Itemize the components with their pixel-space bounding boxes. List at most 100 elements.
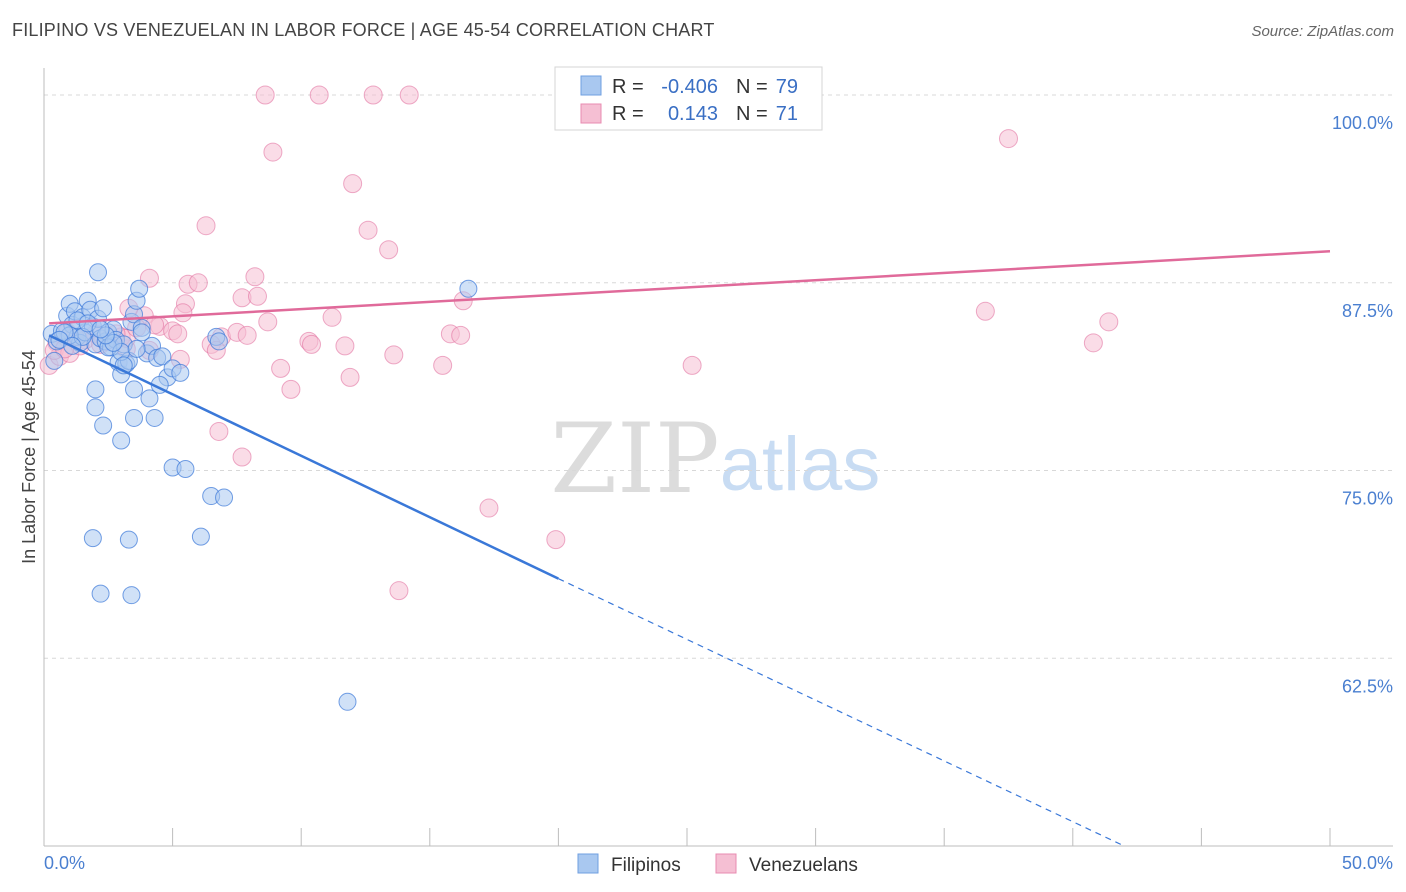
- venezuelan-point-31: [237, 325, 257, 345]
- filipino-point-78: [91, 320, 110, 339]
- venezuelan-point-54: [271, 358, 291, 378]
- legend-r-label-filipinos: R =: [612, 76, 644, 98]
- venezuelan-point-1: [309, 85, 329, 105]
- venezuelan-point-63: [389, 581, 409, 601]
- venezuelan-point-8: [196, 216, 216, 236]
- bottom-legend-label-filipinos: Filipinos: [611, 855, 681, 876]
- bottom-legend-label-venezuelans: Venezuelans: [749, 855, 858, 876]
- filipino-point-44: [112, 431, 131, 450]
- bottom-legend-swatch-venezuelans: [715, 853, 737, 874]
- venezuelan-point-24: [322, 307, 342, 327]
- x-tick-label-min: 0.0%: [44, 853, 85, 873]
- filipino-point-70: [132, 323, 151, 342]
- chart-title: FILIPINO VS VENEZUELAN IN LABOR FORCE | …: [12, 20, 715, 40]
- filipino-point-59: [459, 279, 478, 298]
- filipino-point-57: [122, 586, 141, 605]
- filipino-point-54: [83, 529, 102, 548]
- venezuelan-point-15: [247, 286, 267, 306]
- filipino-point-36: [153, 347, 172, 366]
- filipino-point-50: [176, 460, 195, 479]
- venezuelan-point-58: [682, 355, 702, 375]
- y-axis-title: In Labor Force | Age 45-54: [19, 350, 39, 564]
- trend-lines: [48, 249, 1331, 847]
- venezuelan-point-5: [999, 129, 1018, 149]
- venezuelan-point-60: [232, 447, 252, 467]
- y-tick-label-1: 75.0%: [1342, 489, 1393, 509]
- filipino-point-40: [89, 263, 108, 282]
- venezuelan-point-12: [188, 273, 208, 293]
- venezuelan-point-62: [546, 530, 566, 550]
- venezuelan-trend-line: [49, 249, 1331, 325]
- venezuelan-point-7: [358, 220, 378, 240]
- venezuelan-point-36: [451, 325, 471, 345]
- filipino-trend-line: [48, 334, 559, 580]
- legend-n-value-venezuelans: 71: [776, 103, 798, 125]
- filipino-point-41: [86, 398, 105, 417]
- venezuelan-point-23: [258, 312, 278, 332]
- venezuelan-point-33: [301, 334, 321, 354]
- filipino-point-58: [338, 692, 357, 711]
- venezuelan-point-4: [263, 142, 283, 162]
- filipino-point-42: [94, 416, 113, 435]
- venezuelan-point-61: [479, 498, 499, 518]
- filipino-point-61: [209, 332, 228, 351]
- venezuelan-point-6: [343, 174, 363, 194]
- venezuelan-point-3: [399, 85, 419, 105]
- venezuelan-point-37: [1083, 333, 1103, 353]
- axes: [43, 68, 1393, 847]
- filipino-point-47: [145, 408, 164, 427]
- y-tick-label-3: 100.0%: [1332, 113, 1393, 133]
- series-legend: Filipinos Venezuelans: [577, 853, 858, 876]
- legend-r-value-filipinos: -0.406: [661, 76, 718, 98]
- venezuelan-point-2: [363, 85, 383, 105]
- y-tick-label-0: 62.5%: [1342, 676, 1393, 696]
- series-venezuelans: [39, 85, 1119, 601]
- x-tick-label-max: 50.0%: [1342, 853, 1393, 873]
- filipino-point-48: [125, 380, 144, 399]
- filipino-point-62: [45, 351, 64, 370]
- filipino-point-45: [125, 408, 144, 427]
- filipino-point-52: [215, 488, 234, 507]
- watermark-atlas: atlas: [720, 422, 881, 507]
- chart-source: Source: ZipAtlas.com: [1251, 23, 1394, 40]
- venezuelan-point-18: [975, 301, 995, 321]
- venezuelan-point-19: [1099, 312, 1119, 332]
- legend-r-label-venezuelans: R =: [612, 103, 644, 125]
- watermark-zip: ZIP: [550, 403, 719, 515]
- y-tick-label-2: 87.5%: [1342, 301, 1393, 321]
- filipino-trend-extension: [558, 578, 1125, 847]
- legend-swatch-venezuelans: [580, 103, 602, 124]
- venezuelan-point-59: [209, 421, 229, 441]
- venezuelan-point-38: [384, 345, 404, 365]
- filipino-point-76: [127, 339, 146, 358]
- venezuelan-point-0: [255, 85, 275, 105]
- x-tick-marks: [43, 828, 1331, 846]
- filipino-point-56: [91, 584, 110, 603]
- filipino-point-53: [191, 527, 210, 546]
- y-tick-labels: 62.5% 75.0% 87.5% 100.0%: [1332, 113, 1393, 696]
- venezuelan-point-57: [433, 355, 453, 375]
- filipino-point-55: [119, 530, 138, 549]
- venezuelan-point-13: [245, 267, 265, 287]
- legend-n-value-filipinos: 79: [776, 76, 798, 98]
- venezuelan-point-27: [168, 324, 188, 344]
- series-filipinos: [42, 263, 478, 711]
- venezuelan-point-55: [340, 367, 360, 387]
- filipino-point-43: [86, 380, 105, 399]
- gridlines: [44, 94, 1393, 659]
- legend-n-label-venezuelans: N =: [736, 103, 768, 125]
- legend-n-label-filipinos: N =: [736, 76, 768, 98]
- filipino-point-31: [130, 279, 149, 298]
- filipino-point-39: [171, 363, 190, 382]
- venezuelan-point-34: [335, 336, 355, 356]
- legend-swatch-filipinos: [580, 75, 602, 96]
- legend-r-value-venezuelans: 0.143: [668, 103, 718, 125]
- venezuelan-point-56: [281, 379, 301, 399]
- bottom-legend-swatch-filipinos: [577, 853, 599, 874]
- filipino-point-46: [140, 389, 159, 408]
- filipino-point-17: [94, 299, 113, 318]
- venezuelan-point-20: [173, 303, 193, 323]
- venezuelan-point-9: [379, 240, 399, 260]
- correlation-legend: R = -0.406 N = 79 R = 0.143 N = 71: [554, 66, 823, 131]
